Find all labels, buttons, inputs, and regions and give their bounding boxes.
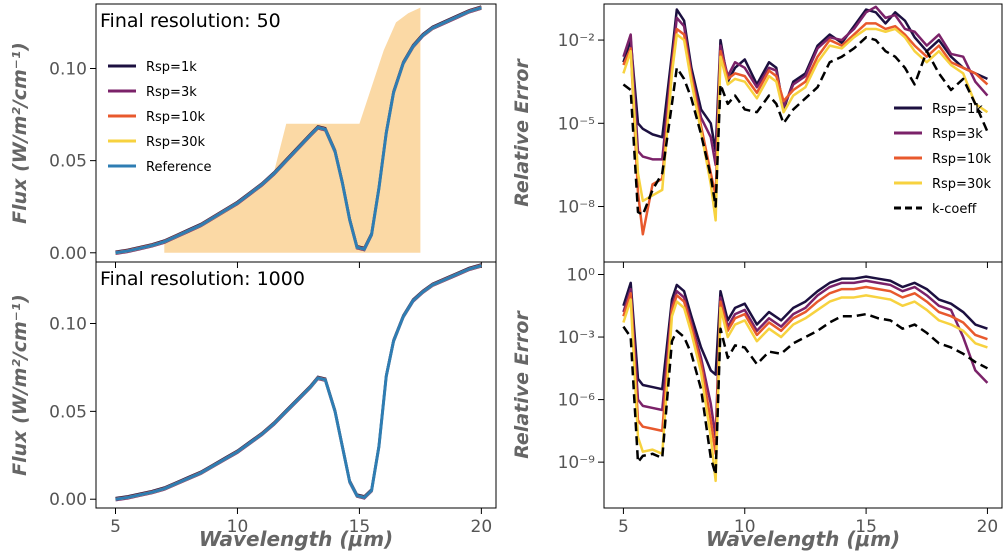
- series-3k-line: [622, 279, 989, 439]
- legend-background: [100, 54, 232, 186]
- series-10k-line: [622, 285, 988, 456]
- x-tick-label: 5: [110, 517, 121, 537]
- y-tick-label: 10⁻⁹: [558, 453, 596, 473]
- y-tick-label: 0.05: [49, 152, 87, 172]
- y-tick-label: 0.10: [49, 60, 87, 80]
- panel-bottom-right: 5 10 15 20 10⁰ 10⁻³ 10⁻⁶ 10⁻⁹ Relative Error Wave…: [511, 261, 1003, 551]
- legend-30k-label: Rsp=30k: [932, 177, 991, 192]
- legend-10k-label: Rsp=10k: [932, 152, 991, 167]
- series-1k-line: [115, 263, 482, 500]
- panel-top-right: 10⁻² 10⁻⁵ 10⁻⁸ Relative Error Rsp=1k Rsp=3k Rs…: [511, 3, 1003, 268]
- reference-line: [115, 264, 482, 501]
- y-tick-label: 0.00: [49, 490, 87, 510]
- y-tick-label: 10⁻³: [558, 328, 595, 348]
- plot-area: [115, 263, 482, 502]
- y-tick-label: 10⁰: [567, 266, 596, 286]
- series-30k-line: [622, 27, 989, 222]
- legend-1k-label: Rsp=1k: [932, 102, 983, 117]
- panel-bottom-left: 5 10 15 20 0.00 0.05 0.10 Flux (W/m²/cm⁻¹) Wavel…: [9, 261, 497, 551]
- resolution-annotation: Final resolution: 1000: [100, 268, 305, 290]
- x-tick-label: 20: [471, 517, 493, 537]
- series-30k-line: [622, 294, 988, 483]
- resolution-annotation: Final resolution: 50: [100, 10, 281, 32]
- x-axis-label: Wavelength (μm): [706, 527, 900, 551]
- legend-kcoeff-label: k-coeff: [932, 202, 977, 217]
- kcoeff-line: [622, 312, 989, 476]
- x-tick-label: 15: [349, 517, 371, 537]
- series-10k-line: [115, 263, 482, 500]
- reference-highres-band: [164, 7, 421, 253]
- legend-30k-label: Rsp=30k: [146, 135, 205, 150]
- legend-3k-label: Rsp=3k: [932, 127, 983, 142]
- legend-reference-label: Reference: [146, 160, 211, 175]
- y-tick-label: 0.00: [49, 244, 87, 264]
- axes-frame: [603, 261, 1003, 509]
- y-tick-label: 10⁻⁵: [558, 114, 595, 134]
- plot-area: [115, 5, 482, 255]
- series-3k-line: [115, 265, 482, 502]
- y-tick-label: 10⁻⁶: [558, 391, 596, 411]
- y-axis-label: Relative Error: [511, 310, 533, 459]
- x-tick-label: 5: [618, 517, 629, 537]
- panel-top-left: 0.00 0.05 0.10 Flux (W/m²/cm⁻¹) Final resolu…: [9, 3, 497, 268]
- x-tick-label: 15: [855, 517, 877, 537]
- y-axis-label: Flux (W/m²/cm⁻¹): [9, 42, 31, 224]
- reference-line: [115, 6, 482, 255]
- x-tick-label: 10: [227, 517, 249, 537]
- axes-frame: [95, 261, 497, 509]
- series-30k-line: [115, 264, 482, 501]
- y-axis-label: Flux (W/m²/cm⁻¹): [9, 294, 31, 476]
- y-tick-label: 0.10: [49, 315, 87, 335]
- plot-area: [622, 275, 989, 483]
- y-tick-label: 10⁻²: [558, 31, 595, 51]
- y-tick-label: 10⁻⁸: [558, 198, 596, 218]
- legend-1k-label: Rsp=1k: [146, 60, 197, 75]
- legend-10k-label: Rsp=10k: [146, 110, 205, 125]
- legend-3k-label: Rsp=3k: [146, 85, 197, 100]
- x-tick-label: 20: [977, 517, 999, 537]
- x-tick-label: 10: [734, 517, 756, 537]
- y-tick-label: 0.05: [49, 402, 87, 422]
- y-axis-label: Relative Error: [511, 58, 533, 207]
- plot-area: [622, 5, 989, 236]
- kcoeff-line: [622, 36, 989, 217]
- series-1k-line: [622, 275, 988, 391]
- x-axis-label: Wavelength (μm): [199, 527, 393, 551]
